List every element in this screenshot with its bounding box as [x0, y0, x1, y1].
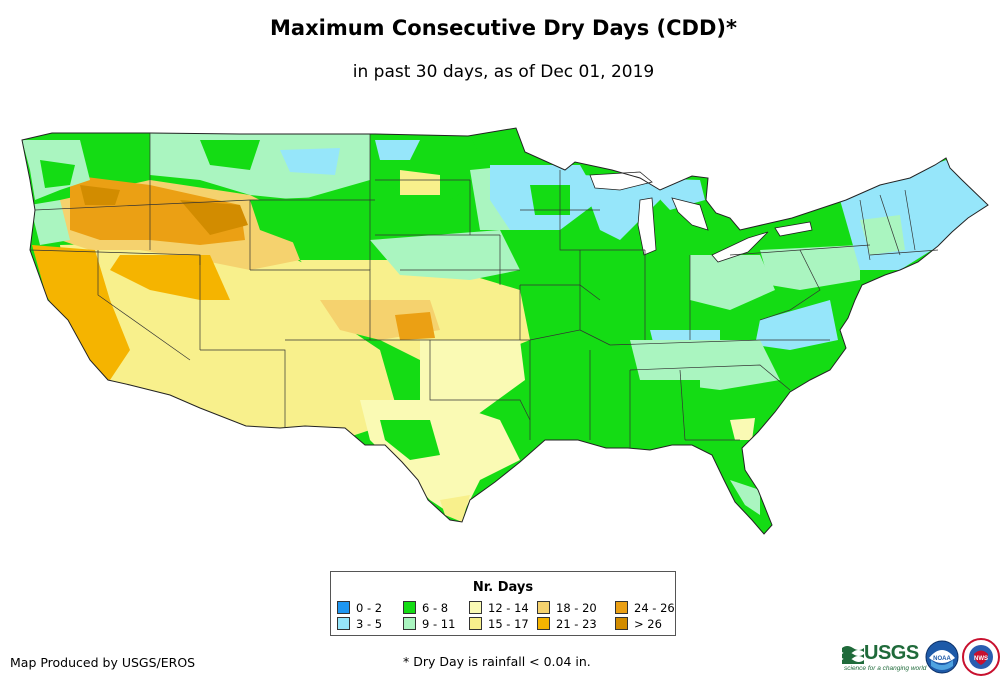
legend-label: 6 - 8: [422, 601, 449, 615]
legend-item: 12 - 14: [469, 601, 529, 615]
legend-item: 9 - 11: [403, 617, 455, 631]
noaa-text: NOAA: [933, 656, 951, 662]
legend-label: 21 - 23: [556, 617, 597, 631]
noaa-logo: NOAA: [925, 640, 959, 674]
legend-label: 0 - 2: [356, 601, 383, 615]
legend-label: 18 - 20: [556, 601, 597, 615]
usgs-logo: USGS science for a changing world: [842, 642, 926, 675]
state-borders: [29, 133, 939, 448]
legend-item: 21 - 23: [537, 617, 597, 631]
map-title: Maximum Consecutive Dry Days (CDD)*: [270, 16, 737, 40]
us-outline: [21, 127, 989, 535]
producer-credit: Map Produced by USGS/EROS: [10, 655, 196, 670]
usgs-wordmark: USGS: [864, 642, 919, 664]
legend-swatch: [615, 601, 628, 614]
legend-swatch: [403, 601, 416, 614]
legend-swatch: [615, 617, 628, 630]
usgs-tagline: science for a changing world: [844, 665, 927, 672]
legend-label: 15 - 17: [488, 617, 529, 631]
legend-label: > 26: [634, 617, 662, 631]
legend-item: 18 - 20: [537, 601, 597, 615]
legend-swatch: [403, 617, 416, 630]
legend-title: Nr. Days: [472, 580, 534, 595]
nws-logo: NWS: [962, 638, 1000, 676]
legend-swatch: [469, 617, 482, 630]
dry-days-raster: [22, 128, 988, 534]
legend-item: > 26: [615, 617, 662, 631]
legend-item: 15 - 17: [469, 617, 529, 631]
legend-swatch: [337, 601, 350, 614]
legend-item: 24 - 26: [615, 601, 675, 615]
legend-label: 9 - 11: [422, 617, 456, 631]
legend-swatch: [537, 617, 550, 630]
nws-text: NWS: [974, 656, 988, 662]
legend-item: 0 - 2: [337, 601, 382, 615]
legend: Nr. Days 0 - 2 3 - 5 6 - 8 9 - 11 12 - 14 15 …: [330, 571, 676, 636]
legend-label: 3 - 5: [356, 617, 383, 631]
legend-swatch: [469, 601, 482, 614]
great-lakes: [589, 171, 813, 263]
legend-item: 6 - 8: [403, 601, 448, 615]
usgs-wave-icon: [842, 646, 864, 664]
legend-label: 12 - 14: [488, 601, 529, 615]
legend-label: 24 - 26: [634, 601, 675, 615]
legend-item: 3 - 5: [337, 617, 382, 631]
footnote: * Dry Day is rainfall < 0.04 in.: [403, 654, 591, 669]
map-subtitle: in past 30 days, as of Dec 01, 2019: [352, 62, 655, 82]
legend-swatch: [537, 601, 550, 614]
legend-swatch: [337, 617, 350, 630]
